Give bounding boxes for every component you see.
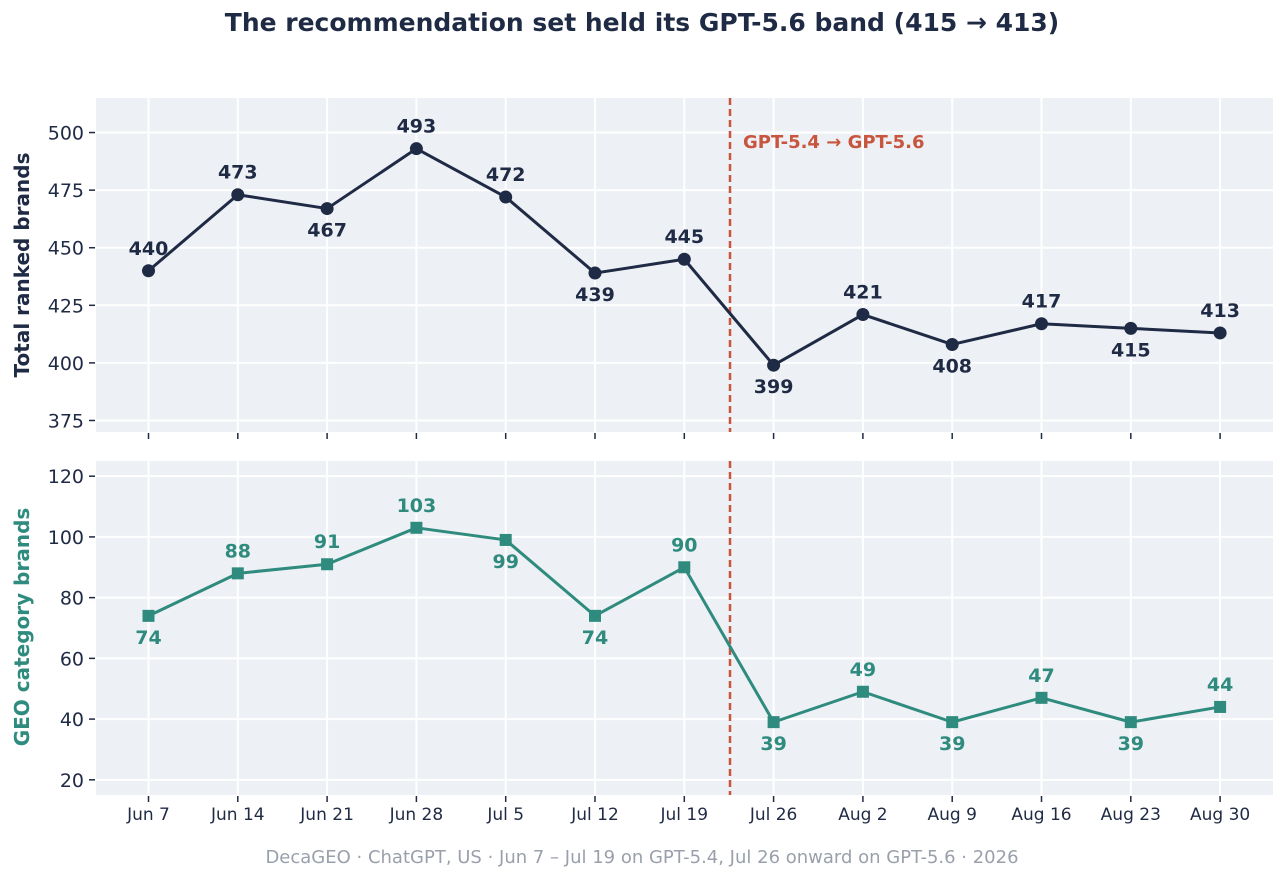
top-data-point: [945, 337, 959, 351]
x-tick-label: Jun 14: [210, 805, 265, 825]
chart-title: The recommendation set held its GPT-5.6 …: [225, 8, 1059, 37]
x-tick-label: Aug 30: [1190, 805, 1250, 825]
top-series-total-ranked-brands: 440 473 467 493 472 439 445 399 421 408 417 415 413: [129, 116, 1240, 399]
top-panel-y-ticks: 375 400 425 450 475 500: [48, 123, 95, 432]
x-tick-label: Jun 7: [126, 805, 170, 825]
top-data-point: [409, 142, 423, 156]
bottom-data-point: [142, 609, 155, 622]
bottom-series-geo-category-brands: 74 88 91 103 99 74 90 39 49 39 47 39 44: [135, 495, 1233, 755]
bottom-panel-y-ticks: 20 40 60 80 100 120: [48, 466, 95, 792]
bottom-panel-x-ticks: Jun 7 Jun 14 Jun 21 Jun 28 Jul 5 Jul 12 Jul 19…: [126, 796, 1250, 825]
x-tick-label: Aug 9: [927, 805, 976, 825]
bottom-data-label: 39: [1118, 733, 1144, 755]
top-data-label: 399: [754, 376, 794, 398]
bottom-panel-grid: [96, 461, 1273, 795]
top-data-label: 467: [307, 220, 347, 242]
x-tick-label: Aug 16: [1011, 805, 1071, 825]
bottom-data-point: [321, 558, 334, 571]
bottom-data-label: 103: [397, 495, 437, 517]
bottom-y-tick-label: 80: [60, 588, 84, 610]
x-tick-label: Jun 21: [299, 805, 354, 825]
bottom-data-label: 47: [1028, 665, 1054, 687]
bottom-data-label: 74: [135, 627, 161, 649]
bottom-data-point: [1124, 716, 1137, 729]
top-data-label: 408: [932, 355, 972, 377]
top-data-point: [677, 252, 691, 266]
top-data-label: 473: [218, 162, 258, 184]
bottom-data-point: [410, 521, 423, 534]
top-data-point: [231, 188, 245, 202]
bottom-data-label: 49: [850, 659, 876, 681]
bottom-panel-y-axis-label: GEO category brands: [10, 508, 34, 747]
top-y-tick-label: 500: [48, 123, 84, 145]
top-y-tick-label: 450: [48, 238, 84, 260]
bottom-data-point: [856, 685, 869, 698]
bottom-y-tick-label: 20: [60, 770, 84, 792]
top-panel-y-axis-label: Total ranked brands: [10, 153, 34, 378]
x-tick-label: Jul 12: [570, 805, 619, 825]
top-data-label: 439: [575, 284, 615, 306]
top-y-tick-label: 400: [48, 353, 84, 375]
bottom-data-point: [946, 716, 959, 729]
top-data-label: 413: [1200, 300, 1240, 322]
top-y-tick-label: 475: [48, 180, 84, 202]
top-data-point: [588, 266, 602, 280]
top-y-tick-label: 425: [48, 295, 84, 317]
bottom-y-tick-label: 60: [60, 648, 84, 670]
bottom-data-label: 39: [760, 733, 786, 755]
top-data-point: [1124, 321, 1138, 335]
top-data-label: 445: [664, 226, 704, 248]
top-panel: 375 400 425 450 475 500 Total ranked brands G…: [10, 98, 1273, 439]
top-data-label: 415: [1111, 339, 1151, 361]
bottom-data-label: 99: [492, 551, 518, 573]
top-data-point: [1035, 317, 1048, 331]
top-data-point: [142, 264, 155, 278]
bottom-y-tick-label: 40: [60, 709, 84, 731]
top-data-label: 472: [486, 164, 526, 186]
x-tick-label: Jun 28: [389, 805, 444, 825]
bottom-data-label: 91: [314, 531, 340, 553]
x-tick-label: Aug 2: [838, 805, 887, 825]
bottom-data-label: 88: [225, 540, 251, 562]
bottom-data-point: [1035, 691, 1048, 704]
bottom-data-point: [678, 561, 691, 574]
bottom-data-label: 39: [939, 733, 965, 755]
top-data-label: 417: [1022, 291, 1062, 313]
top-panel-x-tick-marks: [147, 433, 1221, 439]
top-data-point: [767, 358, 781, 372]
bottom-data-point: [231, 567, 244, 580]
chart-footer: DecaGEO · ChatGPT, US · Jun 7 – Jul 19 o…: [265, 847, 1018, 868]
top-data-point: [856, 308, 870, 322]
bottom-y-tick-label: 120: [48, 466, 84, 488]
x-tick-label: Jul 26: [749, 805, 798, 825]
bottom-data-point: [767, 716, 780, 729]
x-tick-label: Jul 19: [660, 805, 709, 825]
x-tick-label: Jul 5: [486, 805, 524, 825]
bottom-data-label: 44: [1207, 674, 1233, 696]
bottom-data-label: 74: [582, 627, 608, 649]
top-y-tick-label: 375: [48, 410, 84, 432]
bottom-data-point: [499, 533, 512, 546]
model-switch-annotation: GPT-5.4 → GPT-5.6: [743, 132, 925, 153]
bottom-data-point: [589, 609, 601, 622]
top-data-label: 493: [397, 116, 437, 138]
top-data-label: 421: [843, 282, 883, 304]
top-data-label: 440: [129, 238, 169, 260]
top-data-point: [320, 202, 334, 216]
bottom-data-point: [1214, 700, 1227, 713]
top-panel-grid: [96, 98, 1273, 432]
x-tick-label: Aug 23: [1101, 805, 1161, 825]
bottom-data-label: 90: [671, 534, 697, 556]
top-data-point: [499, 190, 513, 204]
top-data-point: [1213, 326, 1227, 340]
bottom-y-tick-label: 100: [48, 527, 84, 549]
